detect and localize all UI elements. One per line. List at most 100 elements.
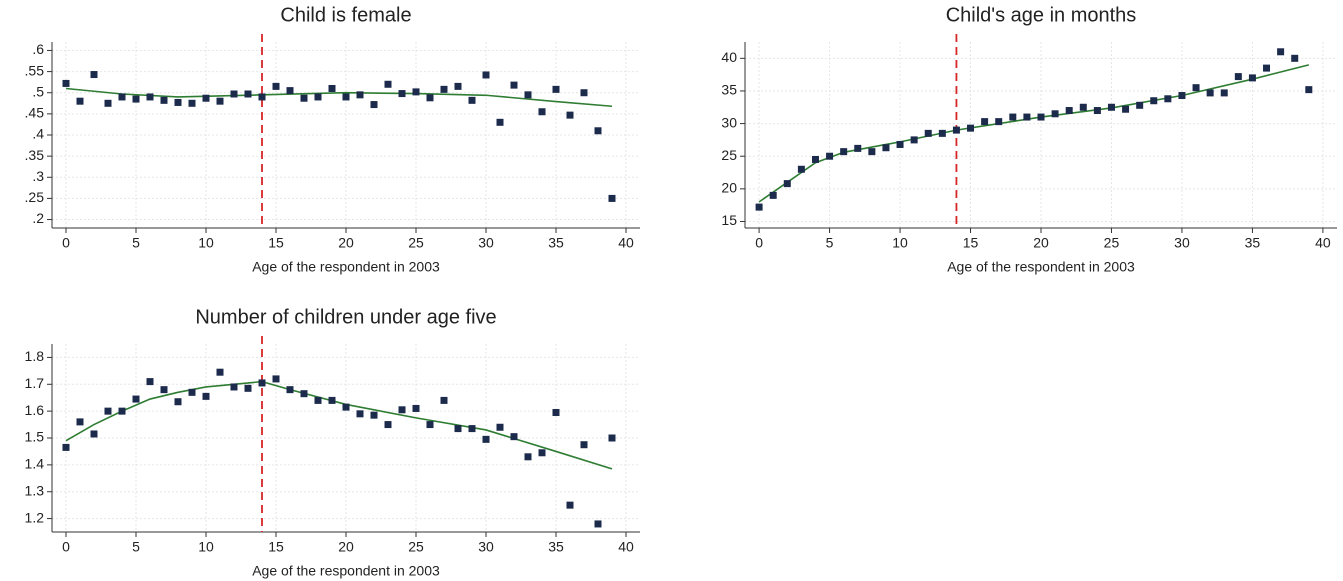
x-tick-label: 15 xyxy=(963,235,979,251)
data-point xyxy=(854,144,862,152)
data-point xyxy=(1192,84,1200,92)
data-point xyxy=(76,418,84,426)
chart-title: Number of children under age five xyxy=(195,306,496,328)
data-point xyxy=(1291,54,1299,62)
data-point xyxy=(952,126,960,134)
y-tick-label: 35 xyxy=(721,82,737,98)
x-tick-label: 25 xyxy=(408,539,424,555)
data-point xyxy=(552,85,560,93)
x-axis-label: Age of the respondent in 2003 xyxy=(252,259,440,275)
data-point xyxy=(440,85,448,93)
data-point xyxy=(496,118,504,126)
data-point xyxy=(580,441,588,449)
y-tick-label: 1.8 xyxy=(25,348,45,364)
x-tick-label: 5 xyxy=(132,235,140,251)
y-tick-label: 20 xyxy=(721,180,737,196)
data-point xyxy=(146,93,154,101)
x-tick-label: 30 xyxy=(478,539,494,555)
data-point xyxy=(755,203,763,211)
y-tick-label: .5 xyxy=(32,83,44,99)
data-point xyxy=(104,99,112,107)
y-tick-label: .25 xyxy=(25,189,45,205)
y-tick-label: 1.7 xyxy=(25,375,45,391)
data-point xyxy=(482,71,490,79)
x-tick-label: 10 xyxy=(892,235,908,251)
chart-title: Child's age in months xyxy=(946,4,1137,26)
data-point xyxy=(1263,64,1271,72)
data-point xyxy=(272,82,280,90)
data-point xyxy=(468,96,476,104)
y-tick-label: 25 xyxy=(721,147,737,163)
data-point xyxy=(981,118,989,126)
data-point xyxy=(1150,97,1158,105)
data-point xyxy=(300,94,308,102)
data-point xyxy=(524,91,532,99)
data-point xyxy=(104,407,112,415)
data-point xyxy=(454,425,462,433)
data-point xyxy=(1023,113,1031,121)
x-tick-label: 5 xyxy=(826,235,834,251)
data-point xyxy=(967,124,975,132)
data-point xyxy=(342,403,350,411)
x-tick-label: 40 xyxy=(1315,235,1331,251)
y-tick-label: .2 xyxy=(32,210,44,226)
data-point xyxy=(174,398,182,406)
data-point xyxy=(995,118,1003,126)
data-point xyxy=(160,96,168,104)
y-tick-label: 30 xyxy=(721,114,737,130)
data-point xyxy=(118,93,126,101)
data-point xyxy=(412,404,420,412)
data-point xyxy=(160,386,168,394)
x-tick-label: 35 xyxy=(548,539,564,555)
x-tick-label: 0 xyxy=(62,235,70,251)
chart-title: Child is female xyxy=(280,4,411,26)
data-point xyxy=(811,155,819,163)
data-point xyxy=(426,421,434,429)
data-point xyxy=(62,79,70,87)
data-point xyxy=(118,407,126,415)
x-tick-label: 30 xyxy=(478,235,494,251)
data-point xyxy=(896,140,904,148)
data-point xyxy=(328,396,336,404)
x-tick-label: 0 xyxy=(62,539,70,555)
x-tick-label: 0 xyxy=(755,235,763,251)
x-axis-label: Age of the respondent in 2003 xyxy=(947,259,1135,275)
x-tick-label: 35 xyxy=(1245,235,1261,251)
y-tick-label: 40 xyxy=(721,49,737,65)
x-tick-label: 10 xyxy=(198,539,214,555)
data-point xyxy=(1206,89,1214,97)
data-point xyxy=(769,191,777,199)
x-tick-label: 15 xyxy=(268,539,284,555)
data-point xyxy=(566,501,574,509)
y-tick-label: .3 xyxy=(32,168,44,184)
data-point xyxy=(1093,107,1101,115)
data-point xyxy=(258,93,266,101)
y-tick-label: 15 xyxy=(721,212,737,228)
data-point xyxy=(286,386,294,394)
data-point xyxy=(566,111,574,119)
x-axis-label: Age of the respondent in 2003 xyxy=(252,563,440,579)
data-point xyxy=(62,443,70,451)
data-point xyxy=(132,395,140,403)
data-point xyxy=(1122,105,1130,113)
x-tick-label: 40 xyxy=(618,235,634,251)
data-point xyxy=(356,410,364,418)
x-tick-label: 25 xyxy=(1104,235,1120,251)
data-point xyxy=(594,520,602,528)
data-point xyxy=(342,93,350,101)
data-point xyxy=(328,85,336,92)
y-tick-label: .6 xyxy=(32,41,44,57)
y-tick-label: .35 xyxy=(25,147,45,163)
data-point xyxy=(454,82,462,90)
x-tick-label: 10 xyxy=(198,235,214,251)
data-point xyxy=(580,89,588,97)
data-point xyxy=(132,95,140,103)
x-tick-label: 20 xyxy=(338,235,354,251)
data-point xyxy=(510,81,518,89)
data-point xyxy=(90,71,98,79)
data-point xyxy=(924,129,932,137)
data-point xyxy=(412,88,420,96)
data-point xyxy=(1220,89,1228,97)
data-point xyxy=(258,379,266,387)
data-point xyxy=(426,94,434,102)
